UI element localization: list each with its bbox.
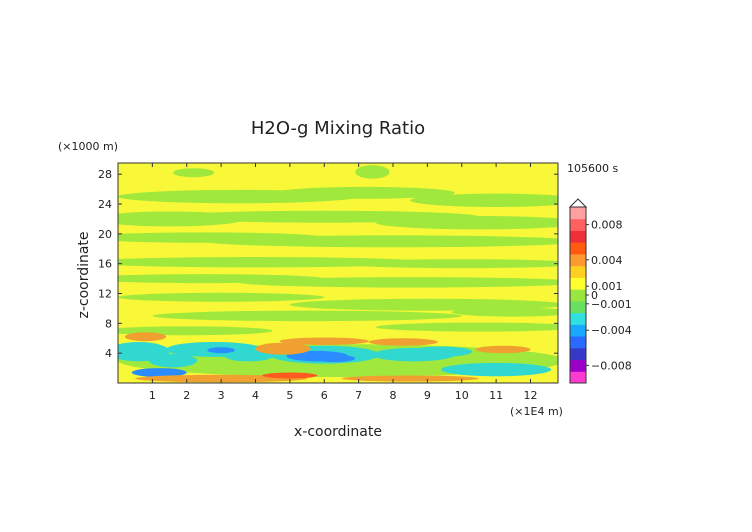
- colorbar-band: [570, 242, 586, 255]
- colorbar-label: −0.001: [591, 298, 632, 311]
- colorbar-band: [570, 277, 586, 290]
- field-patch-green: [410, 193, 558, 207]
- x-tick-label: 3: [218, 389, 225, 402]
- y-tick-label: 20: [98, 228, 112, 241]
- colorbar-band: [570, 207, 586, 220]
- x-axis-label: x-coordinate: [294, 424, 382, 440]
- field-patch-orange: [135, 374, 308, 383]
- y-axis-label: z-coordinate: [76, 231, 92, 318]
- field-patch-green: [238, 277, 558, 288]
- colorbar-band: [570, 371, 586, 384]
- x-tick-label: 7: [355, 389, 362, 402]
- x-tick-label: 11: [489, 389, 503, 402]
- colorbar-label: −0.008: [591, 359, 632, 372]
- field-patch-red: [262, 372, 318, 379]
- colorbar-band: [570, 336, 586, 349]
- colorbar-band: [570, 300, 586, 314]
- field-patch-green: [173, 168, 215, 178]
- heatmap-field: [118, 163, 558, 383]
- colorbar-band: [570, 289, 586, 302]
- field-patch-green: [375, 215, 558, 230]
- field-patch-green: [355, 165, 390, 179]
- field-patch-orange: [368, 338, 438, 346]
- field-patch-orange: [255, 342, 311, 355]
- field-patch-green: [341, 259, 558, 269]
- y-tick-label: 24: [98, 198, 112, 211]
- colorbar-label: 0: [591, 289, 598, 302]
- field-patch-blue: [131, 368, 187, 378]
- field-patch-green: [203, 235, 558, 248]
- x-tick-label: 5: [286, 389, 293, 402]
- x-tick-label: 6: [321, 389, 328, 402]
- y-ticks: 4 8 12 16 20 24 28: [98, 168, 558, 360]
- colorbar-band: [570, 218, 586, 231]
- x-tick-label: 9: [424, 389, 431, 402]
- field-patch-green: [375, 322, 558, 332]
- field-patch-orange: [124, 332, 167, 342]
- colorbar-label: 0.008: [591, 219, 623, 232]
- colorbar-band: [570, 324, 586, 337]
- field-patch-green: [118, 292, 325, 302]
- chart-title: H2O-g Mixing Ratio: [251, 118, 425, 139]
- colorbar-band: [570, 312, 586, 325]
- colorbar-label: −0.004: [591, 324, 632, 337]
- colorbar-label: 0.001: [591, 280, 623, 293]
- colorbar-label: 0.004: [591, 254, 623, 267]
- colorbar-band: [570, 347, 586, 361]
- y-tick-label: 16: [98, 258, 112, 271]
- x-tick-label: 8: [390, 389, 397, 402]
- x-tick-label: 4: [252, 389, 259, 402]
- field-patch-blue: [313, 354, 356, 363]
- time-label: 105600 s: [567, 162, 618, 175]
- field-patch-cyan: [410, 346, 473, 357]
- field-patch-cyan: [148, 353, 198, 368]
- field-patch-green: [451, 307, 558, 317]
- field-patch-green: [276, 186, 455, 199]
- field-patch-green: [152, 310, 462, 322]
- colorbar-bands: [570, 207, 586, 384]
- field-patch-blue: [207, 347, 235, 354]
- colorbar-band: [570, 359, 586, 372]
- colorbar-band: [570, 265, 586, 278]
- y-unit-label: (×1000 m): [58, 140, 118, 153]
- plot-frame: [117, 162, 559, 384]
- field-patch-green: [118, 326, 273, 336]
- field-patch-green: [289, 298, 558, 311]
- field-patch-cyan: [224, 350, 273, 362]
- y-tick-label: 12: [98, 288, 112, 301]
- x-ticks: 1 2 3 4 5 6 7 8 9 10 11 12: [149, 163, 538, 402]
- colorbar-arrow: [568, 198, 588, 208]
- field-patch-orange: [341, 375, 479, 382]
- field-patches: [118, 165, 558, 383]
- x-tick-label: 1: [149, 389, 156, 402]
- y-tick-label: 8: [105, 317, 112, 330]
- x-tick-label: 12: [524, 389, 538, 402]
- field-patch-orange: [475, 345, 531, 354]
- x-tick-label: 2: [183, 389, 190, 402]
- field-patch-orange: [279, 337, 369, 345]
- y-tick-label: 28: [98, 168, 112, 181]
- x-unit-label: (×1E4 m): [510, 405, 563, 418]
- colorbar-band: [570, 230, 586, 243]
- field-patch-cyan: [441, 362, 552, 377]
- y-tick-label: 4: [105, 347, 112, 360]
- x-tick-label: 10: [455, 389, 469, 402]
- colorbar-band: [570, 253, 586, 267]
